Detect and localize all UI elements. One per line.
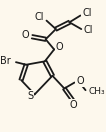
Text: Cl: Cl	[82, 8, 92, 18]
Text: O: O	[70, 100, 77, 110]
Text: O: O	[56, 42, 63, 52]
Text: Cl: Cl	[34, 12, 44, 22]
Text: CH₃: CH₃	[89, 86, 106, 96]
Text: Br: Br	[0, 56, 11, 66]
Text: S: S	[27, 91, 33, 101]
Text: O: O	[22, 30, 30, 40]
Text: O: O	[76, 76, 84, 86]
Text: Cl: Cl	[84, 25, 93, 35]
